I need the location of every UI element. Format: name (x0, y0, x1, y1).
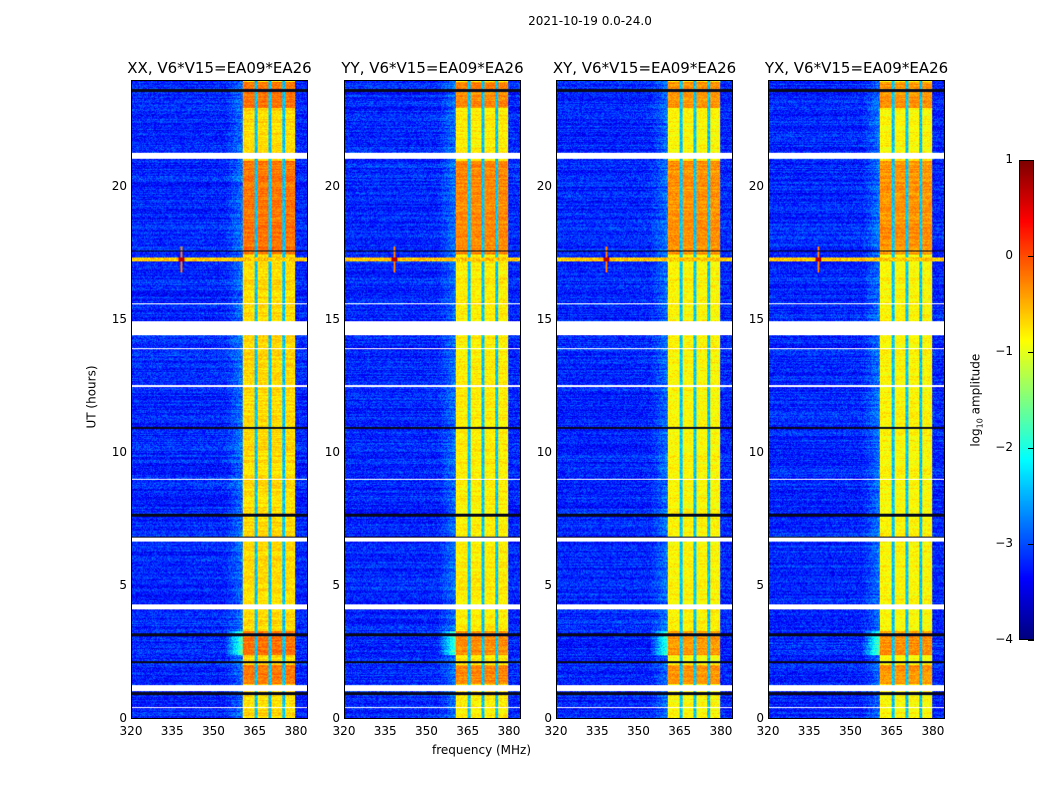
x-axis-label: frequency (MHz) (432, 743, 532, 757)
y-tick-label: 10 (748, 444, 764, 459)
panel-title: XX, V6*V15=EA09*EA26 (127, 59, 312, 77)
colorbar-tick-label: −1 (995, 344, 1013, 358)
y-tick-label: 20 (748, 178, 764, 193)
heatmap-panel (131, 80, 308, 719)
x-tick-label: 365 (243, 724, 267, 738)
y-tick-label: 0 (119, 711, 127, 725)
colorbar-tick-label: 1 (1005, 152, 1013, 166)
panel-title: XY, V6*V15=EA09*EA26 (552, 59, 737, 77)
colorbar-label-sub: 10 (975, 418, 985, 429)
y-tick-label: 15 (111, 311, 127, 326)
colorbar-tick-mark (1028, 160, 1034, 161)
colorbar-tick-label: 0 (1005, 248, 1013, 262)
heatmap-image (345, 81, 520, 718)
x-tick-label: 380 (284, 724, 308, 738)
x-tick-label: 380 (709, 724, 733, 738)
colorbar-tick-label: −2 (995, 440, 1013, 454)
colorbar-tick-mark (1028, 640, 1034, 641)
x-tick-label: 320 (544, 724, 568, 738)
y-tick-label: 0 (756, 711, 764, 725)
x-tick-label: 380 (497, 724, 521, 738)
colorbar-tick-mark (1028, 256, 1034, 257)
x-tick-label: 380 (921, 724, 945, 738)
heatmap-image (132, 81, 307, 718)
y-axis-label: UT (hours) (84, 365, 99, 429)
x-tick-label: 365 (456, 724, 480, 738)
x-tick-label: 350 (415, 724, 438, 738)
y-tick-label: 20 (536, 178, 552, 193)
x-tick-label: 320 (119, 724, 143, 738)
y-tick-label: 15 (324, 311, 340, 326)
heatmap-image (769, 81, 944, 718)
y-tick-label: 5 (332, 577, 340, 592)
x-tick-label: 365 (880, 724, 904, 738)
x-tick-label: 350 (202, 724, 225, 738)
colorbar-tick-mark (1028, 352, 1034, 353)
heatmap-panel (344, 80, 521, 719)
heatmap-image (557, 81, 732, 718)
y-tick-label: 15 (748, 311, 764, 326)
y-tick-label: 10 (536, 444, 552, 459)
y-tick-label: 10 (324, 444, 340, 459)
colorbar-tick-label: −3 (995, 536, 1013, 550)
panel-title: YY, V6*V15=EA09*EA26 (341, 59, 524, 77)
x-tick-label: 335 (585, 724, 609, 738)
figure-title: 2021-10-19 0.0-24.0 (528, 14, 652, 28)
y-tick-label: 0 (544, 711, 552, 725)
colorbar-tick-mark (1028, 448, 1034, 449)
panel-title: YX, V6*V15=EA09*EA26 (764, 59, 949, 77)
y-tick-label: 15 (536, 311, 552, 326)
y-tick-label: 5 (119, 577, 127, 592)
heatmap-panel (556, 80, 733, 719)
y-tick-label: 10 (111, 444, 127, 459)
x-tick-label: 335 (160, 724, 184, 738)
heatmap-panel (768, 80, 945, 719)
x-tick-label: 350 (627, 724, 650, 738)
y-tick-label: 20 (111, 178, 127, 193)
colorbar-label-suffix: amplitude (968, 353, 983, 419)
x-tick-label: 320 (756, 724, 780, 738)
colorbar-label: log10 amplitude (968, 354, 984, 447)
y-tick-label: 0 (332, 711, 340, 725)
y-tick-label: 5 (544, 577, 552, 592)
x-tick-label: 335 (373, 724, 397, 738)
x-tick-label: 350 (839, 724, 862, 738)
x-tick-label: 320 (332, 724, 356, 738)
colorbar-label-prefix: log (968, 428, 983, 447)
y-tick-label: 5 (756, 577, 764, 592)
y-tick-label: 20 (324, 178, 340, 193)
colorbar-tick-label: −4 (995, 632, 1013, 646)
colorbar-tick-mark (1028, 544, 1034, 545)
x-tick-label: 365 (668, 724, 692, 738)
x-tick-label: 335 (797, 724, 821, 738)
colorbar (1019, 160, 1034, 640)
